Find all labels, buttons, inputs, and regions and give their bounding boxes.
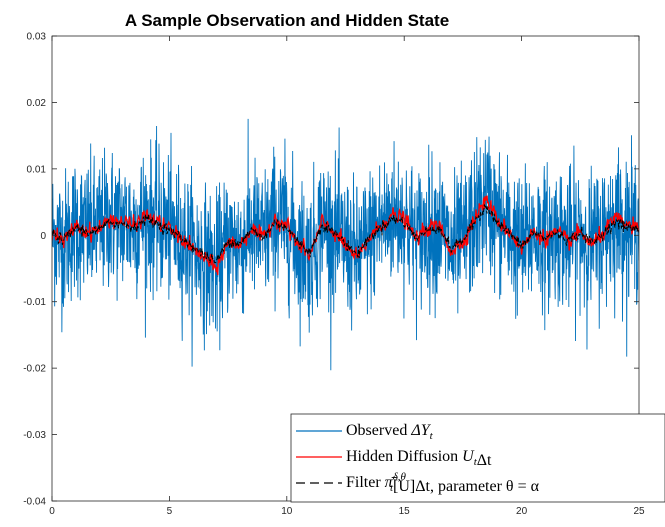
axes-layer: 0 5 10 15 20 25 -0.04 -0.03 -0.02 -0.01 0 0.01 0.02 0…: [23, 32, 645, 518]
legend-label: Filter π̄δ,θ t[U]Δt, parameter θ = α: [346, 471, 540, 495]
x-tick-label: 25: [633, 506, 645, 517]
chart-title: A Sample Observation and Hidden State: [125, 11, 449, 30]
y-tick-label: 0: [40, 231, 46, 242]
x-tick-label: 0: [49, 506, 55, 517]
legend: Observed ΔYt Hidden Diffusion UtΔtFilter …: [290, 413, 665, 503]
x-tick-label: 20: [516, 506, 528, 517]
y-tick-label: -0.03: [23, 430, 46, 441]
series-filter-line: [52, 204, 639, 264]
y-tick-label: 0.01: [27, 164, 47, 175]
series-hidden-diffusion-line: [52, 195, 639, 276]
y-tick-label: 0.03: [27, 32, 47, 43]
y-tick-label: -0.04: [23, 497, 46, 508]
legend-label: Hidden Diffusion UtΔt: [346, 448, 492, 469]
legend-box: [290, 413, 665, 503]
series-observed-line: [52, 118, 639, 371]
legend-label: Observed ΔYt: [346, 422, 434, 442]
y-tick-label: -0.02: [23, 364, 46, 375]
x-tick-label: 5: [167, 506, 173, 517]
x-tick-label: 10: [281, 506, 293, 517]
y-tick-label: 0.02: [27, 98, 47, 109]
series-layer: [52, 118, 639, 371]
x-tick-label: 15: [399, 506, 411, 517]
y-tick-label: -0.01: [23, 297, 46, 308]
